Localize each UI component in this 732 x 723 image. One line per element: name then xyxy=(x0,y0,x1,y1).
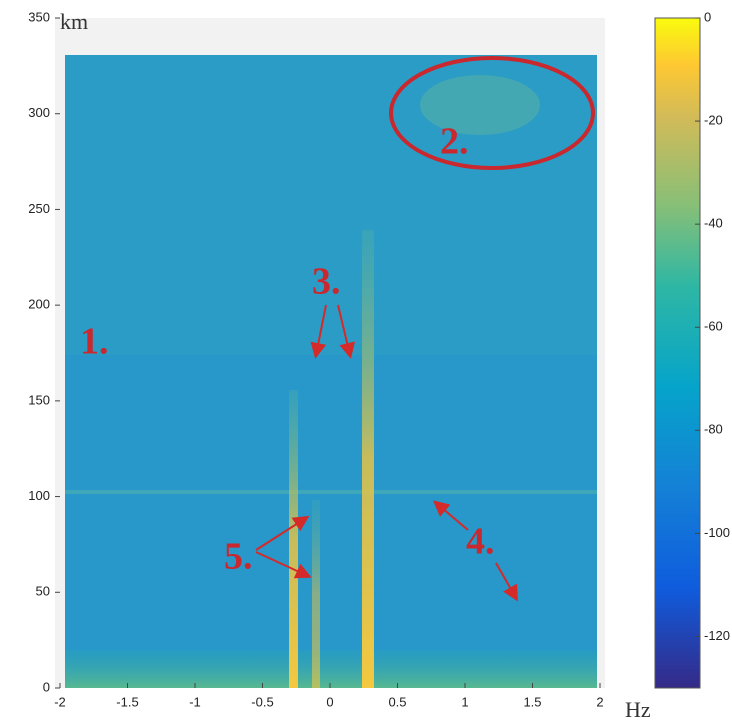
colorbar-tick-label: 0 xyxy=(704,9,711,24)
highlight-ellipse xyxy=(389,56,595,170)
y-tick-label: 100 xyxy=(28,488,50,503)
y-tick-label: 0 xyxy=(43,679,50,694)
x-tick-label: 1 xyxy=(461,694,468,709)
x-axis-label: Hz xyxy=(625,697,651,722)
spectrogram-texture xyxy=(65,55,597,355)
arrow xyxy=(310,304,327,359)
x-tick-label: -1 xyxy=(189,694,201,709)
y-tick-label: 200 xyxy=(28,297,50,312)
x-tick-label: -0.5 xyxy=(251,694,273,709)
annotation: 1. xyxy=(80,321,109,363)
region xyxy=(420,75,540,135)
colorbar-tick-label: -120 xyxy=(704,628,730,643)
colorbar-tick-label: -20 xyxy=(704,113,723,128)
plot-area xyxy=(55,17,701,689)
y-tick-label: 300 xyxy=(28,105,50,120)
y-tick-label: 250 xyxy=(28,201,50,216)
x-tick-label: 0 xyxy=(326,694,333,709)
x-tick-label: 1.5 xyxy=(523,694,541,709)
x-tick-label: 2 xyxy=(596,694,603,709)
colorbar-tick-label: -100 xyxy=(704,525,730,540)
annotation: 5. xyxy=(224,536,253,578)
annotation: 4. xyxy=(466,521,495,563)
annotation: 2. xyxy=(440,121,469,163)
y-tick-label: 150 xyxy=(28,392,50,407)
near-range-band xyxy=(65,650,597,688)
y-axis-label: km xyxy=(60,9,88,34)
annotation: 3. xyxy=(312,261,341,303)
arrow xyxy=(337,304,355,359)
horizontal-line xyxy=(65,490,597,494)
x-tick-label: -1.5 xyxy=(116,694,138,709)
colorbar-tick-label: -40 xyxy=(704,216,723,231)
streak xyxy=(289,390,298,688)
colorbar xyxy=(654,17,701,689)
x-tick-label: 0.5 xyxy=(388,694,406,709)
y-tick-label: 50 xyxy=(36,584,50,599)
arrow xyxy=(255,515,310,551)
colorbar-tick-label: -80 xyxy=(704,422,723,437)
y-tick-label: 350 xyxy=(28,9,50,24)
arrow xyxy=(495,562,518,602)
streak xyxy=(362,230,374,688)
streak xyxy=(312,500,320,688)
arrow xyxy=(432,500,469,531)
x-tick-label: -2 xyxy=(54,694,66,709)
colorbar-tick-label: -60 xyxy=(704,319,723,334)
arrow xyxy=(255,551,312,579)
